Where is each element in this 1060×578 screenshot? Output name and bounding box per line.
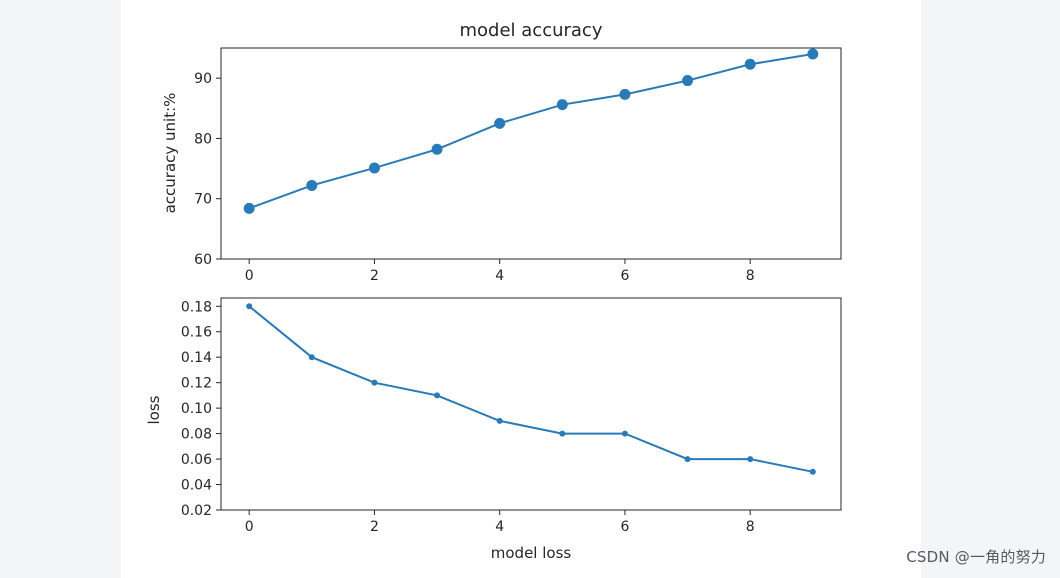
- figure-svg: model accuracy accuracy unit:% loss mode…: [145, 20, 842, 562]
- x-tick-label: 0: [245, 268, 254, 284]
- data-point: [308, 354, 315, 361]
- axes-frame: [220, 47, 842, 260]
- x-tick-label: 6: [620, 268, 629, 284]
- data-point: [368, 162, 380, 174]
- figure-canvas: [121, 0, 921, 578]
- data-point: [556, 99, 568, 111]
- y-axis-label-accuracy: accuracy unit:%: [161, 93, 179, 214]
- series-line: [248, 305, 814, 473]
- data-point: [684, 456, 691, 463]
- x-tick-label: 0: [245, 519, 254, 535]
- data-point: [306, 179, 318, 191]
- data-point: [744, 58, 756, 70]
- data-point: [619, 88, 631, 100]
- x-tick-label: 4: [495, 519, 504, 535]
- data-point: [494, 117, 506, 129]
- y-tick-label: 0.02: [181, 503, 212, 519]
- y-tick-label: 0.04: [181, 478, 212, 494]
- x-axis-label-loss: model loss: [491, 544, 572, 562]
- accuracy-plot: 0 2 4 6 8 60 70 80 90: [194, 47, 842, 284]
- y-tick-label: 70: [194, 192, 212, 208]
- data-point: [243, 202, 255, 214]
- y-tick-label: 0.14: [181, 350, 212, 366]
- y-tick-label: 0.16: [181, 325, 212, 341]
- y-tick-label: 0.08: [181, 427, 212, 443]
- y-tick-label: 80: [194, 131, 212, 147]
- watermark-text: CSDN @一角的努力: [906, 548, 1046, 566]
- data-point: [371, 379, 378, 386]
- data-point: [559, 430, 566, 437]
- data-point: [431, 143, 443, 155]
- data-point: [434, 392, 441, 399]
- data-point: [496, 417, 503, 424]
- x-tick-label: 2: [370, 519, 379, 535]
- loss-plot: 0 2 4 6 8 0.02 0.04 0.06 0.08 0.10 0.12 0.14 0.16 0.1…: [181, 297, 842, 535]
- data-point: [809, 468, 816, 475]
- data-point: [747, 456, 754, 463]
- y-tick-label: 90: [194, 71, 212, 87]
- x-tick-label: 4: [495, 268, 504, 284]
- y-tick-label: 0.12: [181, 376, 212, 392]
- x-tick-label: 8: [746, 268, 755, 284]
- data-point: [807, 48, 819, 60]
- y-tick-label: 0.06: [181, 452, 212, 468]
- data-point: [246, 303, 253, 310]
- x-tick-label: 6: [620, 519, 629, 535]
- x-tick-label: 2: [370, 268, 379, 284]
- data-point: [621, 430, 628, 437]
- y-tick-label: 0.18: [181, 299, 212, 315]
- data-point: [682, 75, 694, 87]
- y-tick-label: 0.10: [181, 401, 212, 417]
- y-axis-label-loss: loss: [145, 395, 163, 424]
- axes-frame: [220, 297, 842, 511]
- x-tick-label: 8: [746, 519, 755, 535]
- series-line: [248, 53, 813, 210]
- chart-title-accuracy: model accuracy: [460, 20, 603, 41]
- y-tick-label: 60: [194, 252, 212, 268]
